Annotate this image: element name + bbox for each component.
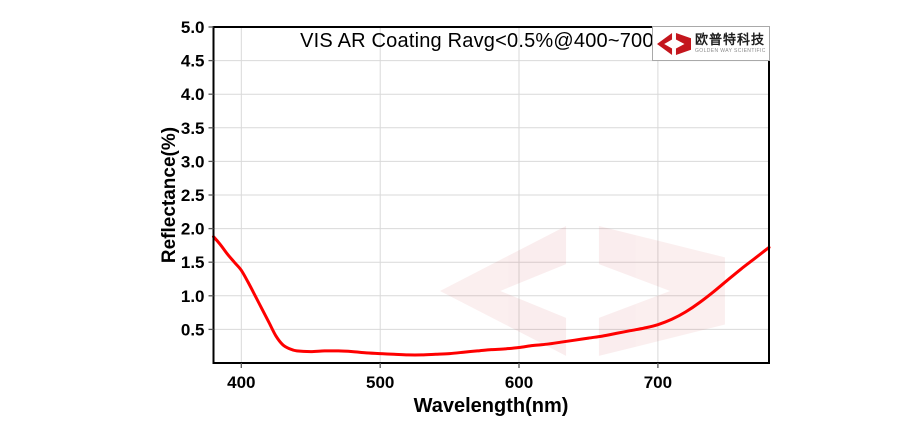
y-tick-label: 0.5 [181,320,205,339]
y-tick-label: 5.0 [181,18,205,37]
y-tick-label: 4.5 [181,52,205,71]
x-tick-label: 500 [366,373,394,392]
x-axis-title: Wavelength(nm) [413,395,569,417]
brand-name-en: GOLDEN WAY SCIENTIFIC [695,47,766,54]
axis-tick-labels: 400 500 600 700 0.5 1.0 1.5 2.0 2.5 3.0 3.5 4.0 4.5 5… [181,18,672,392]
chart-title: VIS AR Coating Ravg<0.5%@400~700nm [300,30,682,52]
y-axis-title: Reflectance(%) [159,126,180,264]
x-tick-label: 600 [505,373,533,392]
axis-ticks [208,26,659,368]
y-tick-label: 2.5 [181,186,205,205]
reflectance-curve [212,235,771,357]
y-tick-label: 3.5 [181,119,205,138]
watermark-logo [440,226,725,356]
y-tick-label: 1.0 [181,287,205,306]
brand-name-cn: 欧普特科技 [695,32,766,48]
brand-logo: 欧普特科技 GOLDEN WAY SCIENTIFIC [652,26,770,61]
x-tick-label: 700 [644,373,672,392]
y-tick-label: 3.0 [181,152,205,171]
y-tick-label: 4.0 [181,85,205,104]
watermark-logo-shape [598,226,725,356]
brand-logo-shape [675,32,691,55]
brand-logo-icon [657,32,691,55]
x-tick-label: 400 [227,373,255,392]
brand-logo-text: 欧普特科技 GOLDEN WAY SCIENTIFIC [695,33,765,54]
watermark-logo-shape [440,226,567,356]
gridlines [213,26,769,363]
y-tick-label: 1.5 [181,253,205,272]
y-tick-label: 2.0 [181,220,205,239]
brand-logo-shape [657,32,673,55]
